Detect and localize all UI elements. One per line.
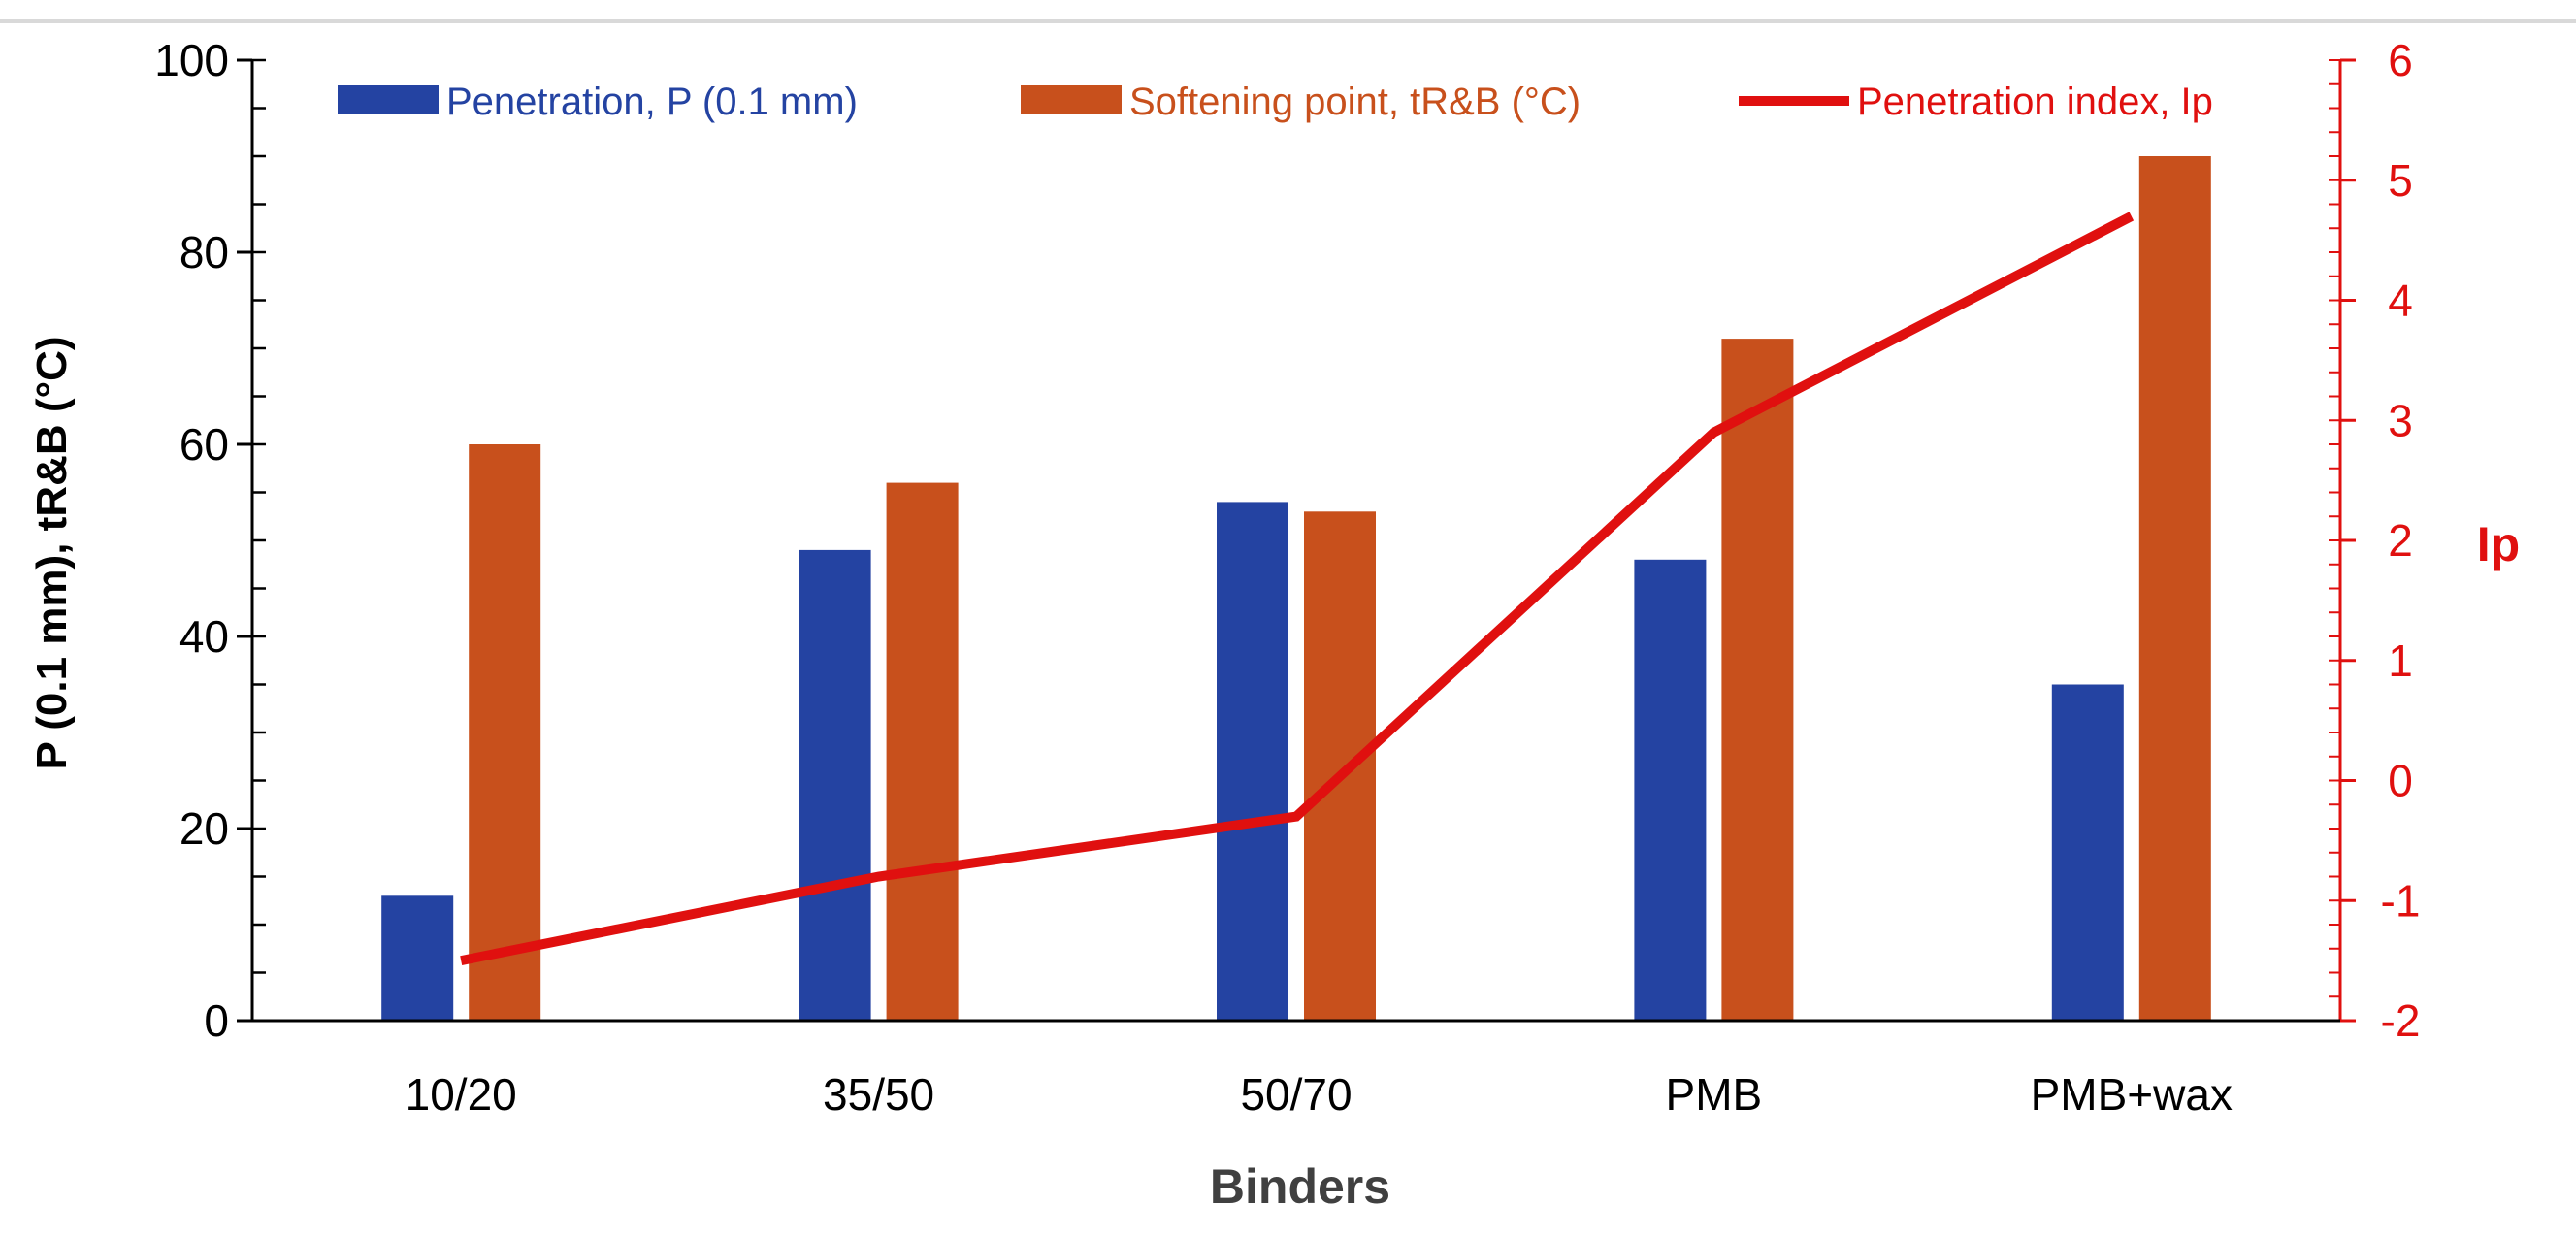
x-tick-label: PMB — [1666, 1069, 1763, 1120]
bar-softening-point-1 — [886, 482, 959, 1022]
legend-softening-point-swatch — [1021, 85, 1122, 114]
axes-layer: 0 20 40 60 80 100 -2 -1 0 1 2 3 4 5 6 10/20 35/50 50/70 PM… — [154, 35, 2420, 1120]
y2-tick-label: 5 — [2388, 155, 2413, 206]
line-layer — [460, 212, 2135, 966]
y-tick-label: 20 — [179, 803, 229, 854]
y-axis-title: P (0.1 mm), tR&B (°C) — [28, 336, 76, 769]
bars-layer — [381, 156, 2211, 1022]
x-tick-label: 50/70 — [1240, 1069, 1352, 1120]
x-tick-label: 35/50 — [823, 1069, 934, 1120]
y2-tick-label: -1 — [2381, 875, 2421, 926]
x-tick-label: PMB+wax — [2031, 1069, 2233, 1120]
bar-softening-point-3 — [1721, 339, 1794, 1022]
y-tick-label: 0 — [204, 995, 229, 1046]
x-tick-label: 10/20 — [406, 1069, 517, 1120]
bar-penetration-1 — [799, 549, 871, 1021]
bar-penetration-4 — [2051, 684, 2124, 1021]
y-tick-label: 40 — [179, 611, 229, 662]
legend-softening-point-label: Softening point, tR&B (°C) — [1129, 81, 1581, 123]
bar-softening-point-4 — [2138, 156, 2211, 1021]
y2-axis-title: Ip — [2477, 517, 2520, 571]
bar-penetration-2 — [1217, 502, 1288, 1021]
bar-penetration-0 — [381, 895, 454, 1021]
bar-penetration-3 — [1634, 559, 1707, 1021]
y2-tick-label: 0 — [2388, 756, 2413, 806]
legend-penetration-label: Penetration, P (0.1 mm) — [446, 81, 858, 123]
penetration-index-line — [460, 212, 2135, 966]
y-tick-label: 60 — [179, 419, 229, 470]
bar-softening-point-0 — [469, 444, 541, 1021]
y-tick-label: 80 — [179, 227, 229, 277]
y2-tick-label: 1 — [2388, 635, 2413, 686]
legend-penetration-index-label: Penetration index, Ip — [1857, 81, 2213, 123]
y2-tick-label: 2 — [2388, 515, 2413, 566]
y2-tick-label: 3 — [2388, 395, 2413, 445]
legend-penetration-swatch — [338, 85, 439, 114]
legend: Penetration, P (0.1 mm) Softening point, … — [338, 81, 2213, 123]
x-axis-title: Binders — [1210, 1159, 1390, 1214]
y2-tick-label: 4 — [2388, 276, 2413, 326]
y2-tick-label: -2 — [2381, 995, 2421, 1046]
y2-tick-label: 6 — [2388, 35, 2413, 85]
bar-softening-point-2 — [1304, 511, 1376, 1021]
y-tick-label: 100 — [154, 35, 229, 85]
